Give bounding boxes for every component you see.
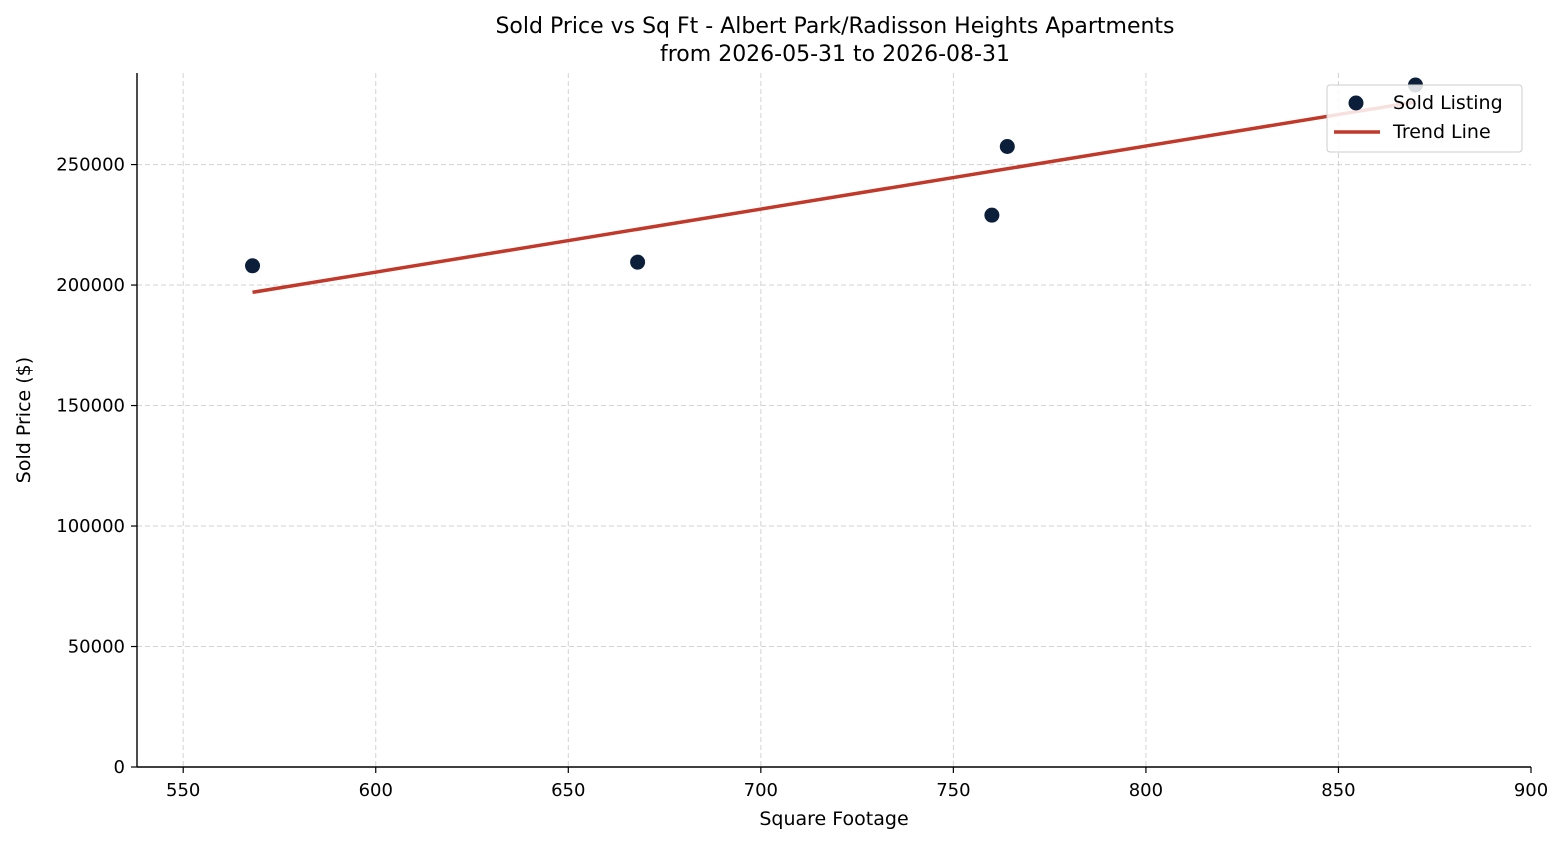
x-tick-label: 700 <box>744 780 778 801</box>
legend-box <box>1326 84 1523 153</box>
legend: Sold Listing Trend Line <box>1326 84 1523 153</box>
y-tick-label: 200000 <box>56 275 125 296</box>
y-axis-label: Sold Price ($) <box>13 357 35 483</box>
x-tick-label: 800 <box>1129 780 1163 801</box>
x-tick-label: 750 <box>936 780 970 801</box>
legend-marker-sold-listing <box>1348 95 1364 111</box>
sold-listing-point <box>999 138 1015 154</box>
scatter-points <box>245 77 1423 274</box>
x-tick-label: 850 <box>1321 780 1355 801</box>
y-tick-label: 150000 <box>56 396 125 417</box>
x-tick-label: 600 <box>359 780 393 801</box>
legend-label-trend-line: Trend Line <box>1392 121 1491 143</box>
y-tick-label: 100000 <box>56 516 125 537</box>
x-ticks: 550 600 650 700 750 800 850 900 <box>166 767 1548 801</box>
y-tick-label: 0 <box>114 757 125 778</box>
sold-listing-point <box>630 254 646 270</box>
x-axis-label: Square Footage <box>759 808 908 830</box>
y-ticks: 0 50000 100000 150000 200000 250000 <box>56 155 137 778</box>
y-tick-label: 50000 <box>68 637 125 658</box>
sold-listing-point <box>984 207 1000 223</box>
trend-line <box>252 100 1416 295</box>
chart-title: Sold Price vs Sq Ft - Albert Park/Radiss… <box>495 14 1174 39</box>
chart-subtitle: from 2026-05-31 to 2026-08-31 <box>660 42 1010 67</box>
x-tick-label: 650 <box>551 780 585 801</box>
legend-label-sold-listing: Sold Listing <box>1393 92 1503 114</box>
trend-line-group <box>252 100 1416 295</box>
x-tick-label: 900 <box>1514 780 1548 801</box>
axes <box>136 73 1531 768</box>
sold-listing-point <box>245 258 261 274</box>
y-tick-label: 250000 <box>56 155 125 176</box>
grid <box>137 73 1531 767</box>
x-tick-label: 550 <box>166 780 200 801</box>
